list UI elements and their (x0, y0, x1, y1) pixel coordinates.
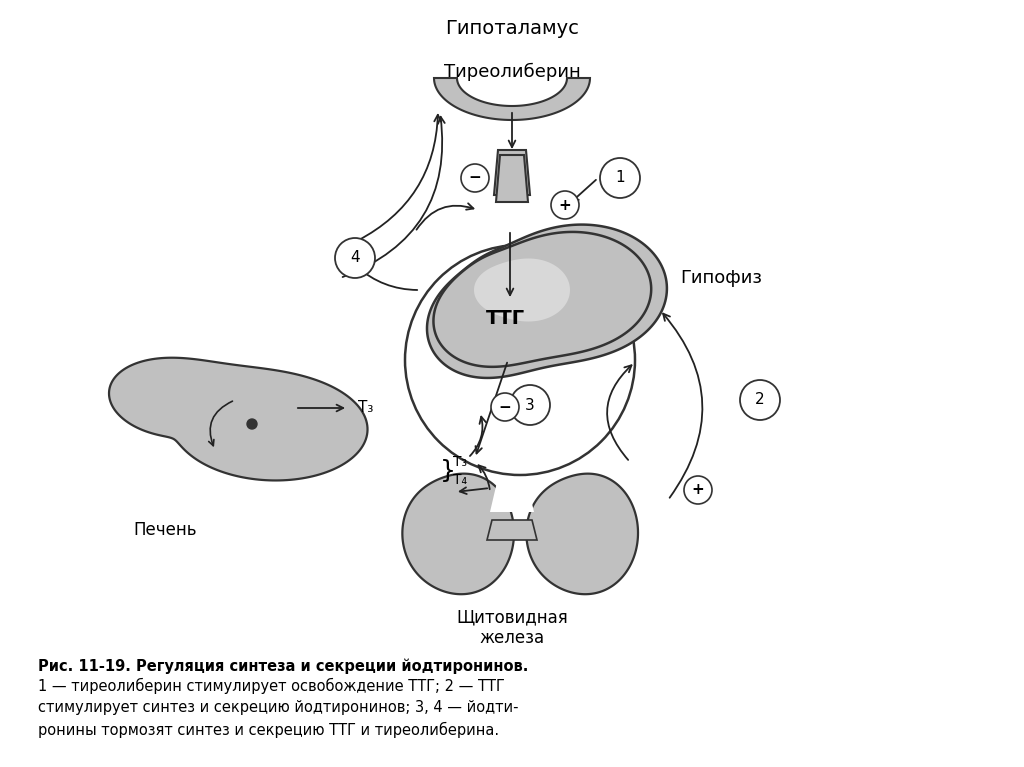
Text: T₃: T₃ (358, 400, 374, 416)
Text: Печень: Печень (133, 521, 197, 539)
Circle shape (490, 393, 519, 421)
Circle shape (740, 380, 780, 420)
Text: +: + (691, 482, 705, 498)
Text: ТТГ: ТТГ (485, 308, 524, 328)
Polygon shape (496, 155, 528, 202)
Polygon shape (402, 474, 514, 594)
Polygon shape (434, 78, 590, 120)
Polygon shape (494, 150, 530, 195)
Polygon shape (427, 225, 667, 378)
Text: 4: 4 (350, 251, 359, 265)
Polygon shape (526, 474, 638, 594)
Polygon shape (487, 520, 537, 540)
Text: Гипоталамус: Гипоталамус (445, 18, 579, 38)
Text: 1: 1 (615, 170, 625, 186)
Text: 3: 3 (525, 397, 535, 413)
Circle shape (551, 191, 579, 219)
Text: Тиреолиберин: Тиреолиберин (443, 63, 581, 81)
Text: Щитовидная
железа: Щитовидная железа (456, 608, 568, 647)
Text: }: } (440, 459, 456, 483)
Text: Гипофиз: Гипофиз (680, 269, 762, 287)
Circle shape (406, 245, 635, 475)
Polygon shape (433, 232, 651, 367)
Polygon shape (109, 357, 368, 480)
Polygon shape (474, 258, 570, 321)
Circle shape (247, 419, 257, 429)
Text: Рис. 11-19. Регуляция синтеза и секреции йодтиронинов.: Рис. 11-19. Регуляция синтеза и секреции… (38, 658, 528, 673)
Circle shape (461, 164, 489, 192)
Text: T₃: T₃ (453, 455, 467, 469)
Text: −: − (499, 400, 511, 414)
Text: +: + (559, 197, 571, 212)
Circle shape (510, 385, 550, 425)
Circle shape (600, 158, 640, 198)
Circle shape (335, 238, 375, 278)
Text: 1 — тиреолиберин стимулирует освобождение ТТГ; 2 — ТТГ
стимулирует синтез и секр: 1 — тиреолиберин стимулирует освобождени… (38, 678, 518, 738)
Text: 2: 2 (755, 393, 765, 407)
Text: T₄: T₄ (453, 473, 467, 487)
Circle shape (684, 476, 712, 504)
Polygon shape (468, 253, 580, 327)
Text: −: − (469, 170, 481, 186)
Polygon shape (490, 482, 534, 512)
